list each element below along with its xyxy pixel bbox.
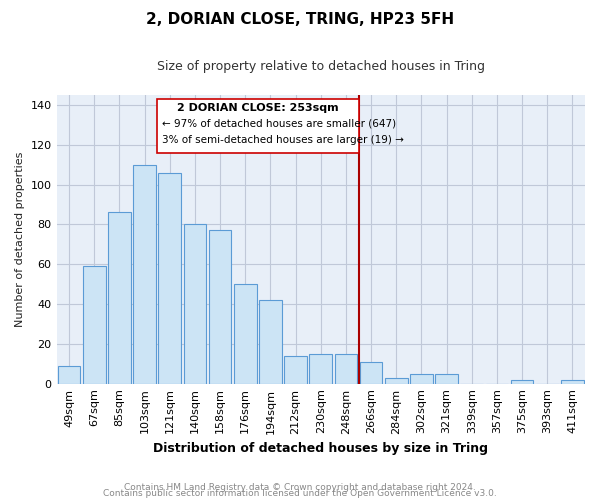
X-axis label: Distribution of detached houses by size in Tring: Distribution of detached houses by size … xyxy=(153,442,488,455)
Text: 3% of semi-detached houses are larger (19) →: 3% of semi-detached houses are larger (1… xyxy=(162,135,404,145)
Bar xyxy=(58,366,80,384)
Y-axis label: Number of detached properties: Number of detached properties xyxy=(15,152,25,327)
Bar xyxy=(284,356,307,384)
Bar xyxy=(360,362,382,384)
Text: ← 97% of detached houses are smaller (647): ← 97% of detached houses are smaller (64… xyxy=(162,119,397,129)
Bar xyxy=(158,172,181,384)
Bar xyxy=(133,164,156,384)
Bar xyxy=(259,300,282,384)
Bar xyxy=(385,378,407,384)
Bar xyxy=(108,212,131,384)
Bar xyxy=(83,266,106,384)
Text: Contains HM Land Registry data © Crown copyright and database right 2024.: Contains HM Land Registry data © Crown c… xyxy=(124,484,476,492)
Bar xyxy=(310,354,332,384)
Bar xyxy=(561,380,584,384)
Bar xyxy=(335,354,357,384)
Text: 2 DORIAN CLOSE: 253sqm: 2 DORIAN CLOSE: 253sqm xyxy=(177,103,338,113)
Text: 2, DORIAN CLOSE, TRING, HP23 5FH: 2, DORIAN CLOSE, TRING, HP23 5FH xyxy=(146,12,454,28)
Bar xyxy=(209,230,232,384)
Title: Size of property relative to detached houses in Tring: Size of property relative to detached ho… xyxy=(157,60,485,73)
Bar xyxy=(511,380,533,384)
Bar xyxy=(157,99,359,152)
Bar xyxy=(184,224,206,384)
Text: Contains public sector information licensed under the Open Government Licence v3: Contains public sector information licen… xyxy=(103,490,497,498)
Bar xyxy=(435,374,458,384)
Bar xyxy=(410,374,433,384)
Bar xyxy=(234,284,257,384)
